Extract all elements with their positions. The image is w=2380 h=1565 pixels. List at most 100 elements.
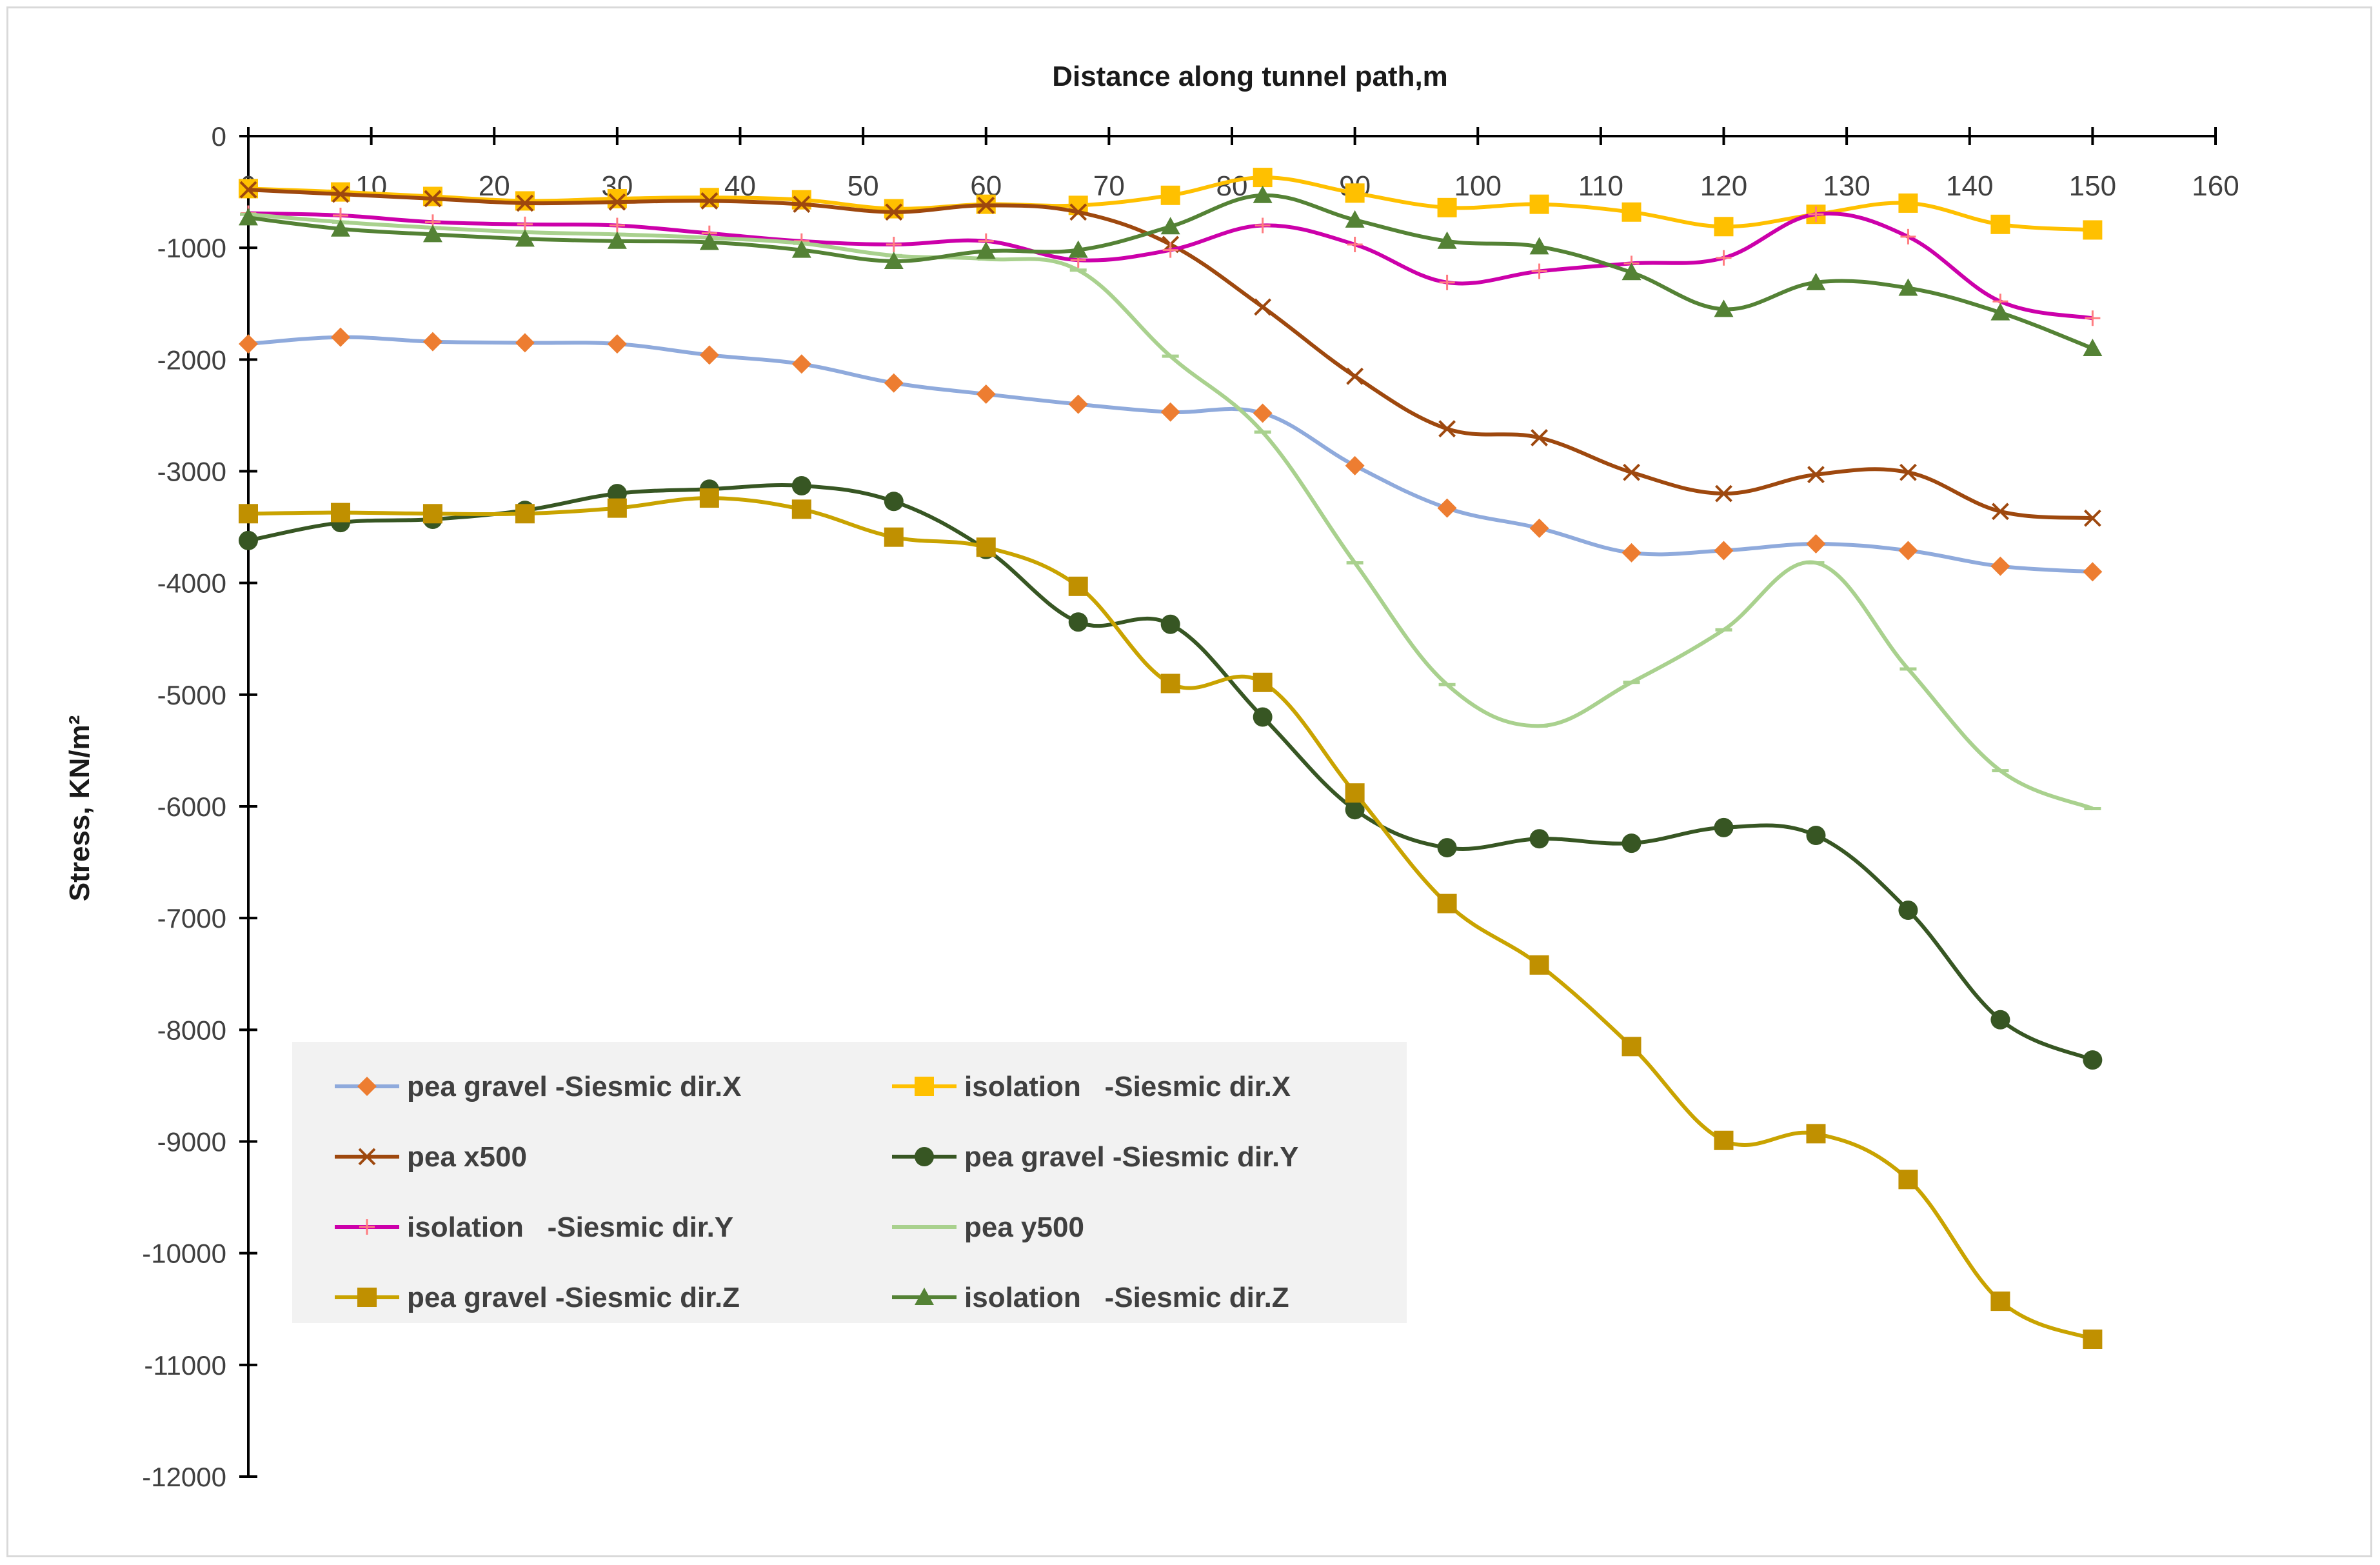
- y-tick-label: -1000: [157, 233, 226, 263]
- data-point: [239, 504, 258, 524]
- data-point: [1898, 901, 1918, 921]
- y-tick-label: -6000: [157, 792, 226, 822]
- legend-marker: [915, 1147, 934, 1166]
- series-line: [248, 483, 2094, 1062]
- x-tick-label: 20: [479, 170, 510, 202]
- data-point: [1714, 299, 1734, 317]
- legend-label: pea gravel -Siesmic dir.Y: [964, 1141, 1298, 1173]
- data-point: [239, 530, 258, 550]
- data-point: [1990, 1010, 2010, 1030]
- legend-background: [292, 1042, 1407, 1323]
- data-point: [1807, 466, 1825, 484]
- data-point: [1069, 203, 1087, 221]
- data-point: [1715, 484, 1732, 503]
- legend-item: isolation -Siesmic dir.Z: [892, 1282, 1289, 1313]
- legend-item: pea gravel -Siesmic dir.Y: [892, 1141, 1298, 1173]
- data-point: [1439, 274, 1455, 290]
- data-point: [885, 203, 903, 221]
- data-point: [239, 208, 258, 226]
- data-point: [1529, 518, 1549, 538]
- y-tick-label: -5000: [157, 680, 226, 710]
- data-point: [1068, 612, 1088, 632]
- data-point: [239, 334, 258, 354]
- legend-label: pea x500: [407, 1141, 527, 1173]
- data-point: [791, 476, 811, 496]
- legend-item: isolation -Siesmic dir.Y: [335, 1211, 733, 1243]
- data-point: [1346, 367, 1364, 385]
- data-point: [422, 504, 442, 524]
- data-point: [1621, 543, 1641, 563]
- data-point: [1068, 240, 1088, 258]
- data-point: [886, 236, 902, 252]
- legend-label: pea gravel -Siesmic dir.Z: [407, 1282, 740, 1313]
- legend-label: pea gravel -Siesmic dir.X: [407, 1071, 741, 1102]
- data-point: [1438, 420, 1456, 438]
- data-point: [791, 354, 811, 374]
- y-tick-label: 0: [212, 121, 226, 152]
- y-tick-label: -12000: [142, 1462, 226, 1492]
- series-line: [248, 193, 2094, 350]
- legend-label: pea y500: [964, 1211, 1084, 1243]
- data-point: [1437, 231, 1457, 249]
- y-tick-label: -8000: [157, 1015, 226, 1045]
- data-point: [1437, 498, 1457, 518]
- series-8: [239, 185, 2103, 357]
- series-line: [248, 496, 2094, 1341]
- data-point: [330, 327, 350, 347]
- data-point: [424, 190, 442, 208]
- legend-marker: [358, 1148, 376, 1166]
- data-point: [1529, 829, 1549, 849]
- data-point: [1714, 817, 1734, 837]
- data-point: [1162, 242, 1178, 258]
- data-point: [1806, 272, 1826, 290]
- data-point: [884, 199, 904, 219]
- series-line: [248, 188, 2093, 521]
- series-line: [248, 175, 2093, 232]
- legend-item: isolation -Siesmic dir.X: [892, 1071, 1291, 1102]
- data-point: [699, 188, 719, 208]
- data-point: [1714, 541, 1734, 561]
- x-tick-label: 50: [848, 170, 879, 202]
- data-point: [1808, 206, 1824, 223]
- data-point: [239, 181, 257, 199]
- data-point: [1529, 237, 1549, 255]
- data-point: [1345, 800, 1365, 820]
- data-point: [2083, 1050, 2103, 1070]
- legend-item: pea gravel -Siesmic dir.X: [335, 1071, 741, 1102]
- data-point: [699, 345, 719, 365]
- data-point: [1160, 614, 1180, 634]
- legend-item: pea gravel -Siesmic dir.Z: [335, 1282, 740, 1313]
- data-point: [699, 488, 719, 508]
- data-point: [2083, 339, 2103, 357]
- x-tick-label: 160: [2192, 170, 2239, 202]
- data-point: [1529, 194, 1549, 214]
- data-point: [1160, 402, 1180, 422]
- data-point: [515, 333, 535, 353]
- legend-marker: [915, 1077, 934, 1096]
- data-point: [1531, 429, 1548, 446]
- legend-item: pea y500: [892, 1211, 1084, 1243]
- data-point: [1898, 278, 1918, 296]
- data-point: [1621, 833, 1641, 853]
- legend-label: isolation -Siesmic dir.Y: [407, 1211, 733, 1243]
- data-point: [1621, 202, 1641, 222]
- data-point: [1437, 197, 1457, 217]
- legend-marker: [357, 1288, 377, 1307]
- data-point: [515, 229, 535, 247]
- data-point: [1714, 217, 1734, 237]
- x-tick-label: 140: [1946, 170, 1993, 202]
- data-point: [977, 196, 995, 214]
- data-point: [1347, 236, 1363, 252]
- data-point: [608, 193, 626, 211]
- data-point: [1345, 455, 1365, 475]
- data-point: [884, 373, 904, 393]
- data-point: [607, 334, 627, 354]
- data-point: [2083, 509, 2101, 527]
- legend-item: pea x500: [335, 1141, 527, 1173]
- legend-label: isolation -Siesmic dir.X: [964, 1071, 1291, 1102]
- series-2: [239, 168, 2103, 240]
- data-point: [976, 241, 996, 259]
- data-point: [1254, 298, 1272, 316]
- x-tick-label: 130: [1823, 170, 1870, 202]
- data-point: [1068, 576, 1088, 596]
